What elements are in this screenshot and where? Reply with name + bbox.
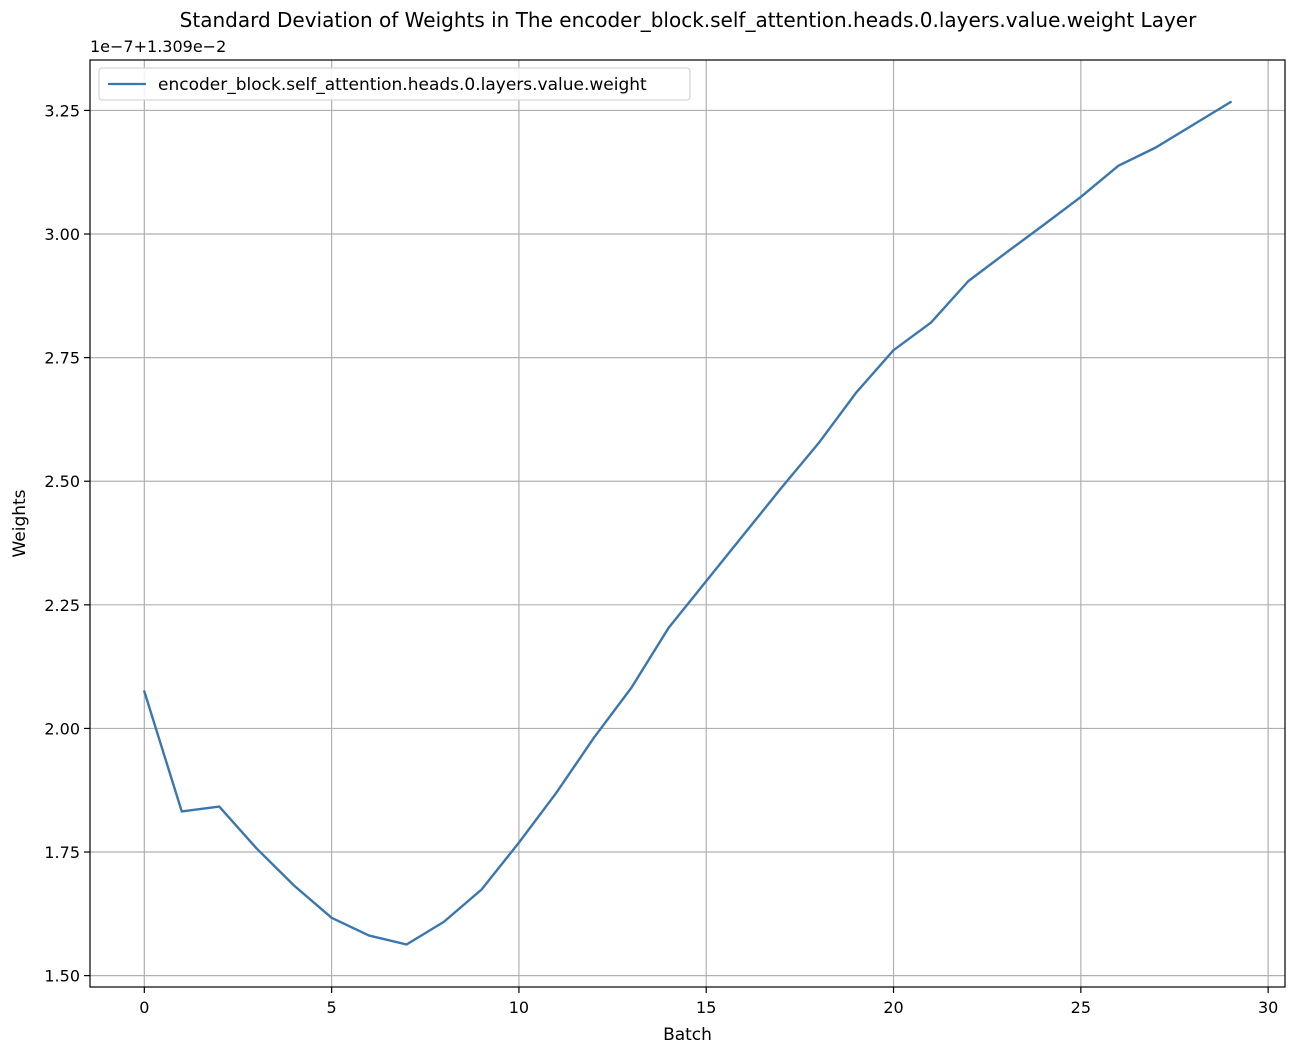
x-tick-label: 20: [883, 998, 903, 1017]
y-tick-label: 2.50: [44, 472, 80, 491]
y-tick-label: 1.50: [44, 967, 80, 986]
x-tick-label: 0: [139, 998, 149, 1017]
y-tick-label: 1.75: [44, 843, 80, 862]
axis-ticks: 0 5 10 15 20 25 30 1.50 1.75 2.00 2.25 2.50 2.75 3.00…: [44, 101, 1278, 1017]
y-tick-label: 2.75: [44, 349, 80, 368]
legend-box: [98, 67, 691, 101]
series-layer: [143, 100, 1232, 946]
x-tick-label: 10: [509, 998, 529, 1017]
legend-label: encoder_block.self_attention.heads.0.lay…: [158, 75, 647, 95]
x-tick-label: 15: [696, 998, 716, 1017]
y-tick-label: 3.25: [44, 101, 80, 120]
x-tick-label: 5: [327, 998, 337, 1017]
grid-lines: [90, 60, 1285, 987]
y-tick-label: 3.00: [44, 225, 80, 244]
series-line: [143, 100, 1232, 946]
x-tick-label: 30: [1258, 998, 1278, 1017]
plot-area-frame: [89, 59, 1286, 988]
y-tick-label: 2.00: [44, 719, 80, 738]
y-tick-label: 2.25: [44, 596, 80, 615]
y-axis-offset-label: 1e−7+1.309e−2: [90, 37, 226, 56]
chart-title: Standard Deviation of Weights in The enc…: [180, 8, 1197, 32]
legend: encoder_block.self_attention.heads.0.lay…: [98, 67, 691, 101]
x-tick-label: 25: [1071, 998, 1091, 1017]
y-axis-label: Weights: [10, 489, 30, 557]
x-axis-label: Batch: [663, 1025, 712, 1045]
